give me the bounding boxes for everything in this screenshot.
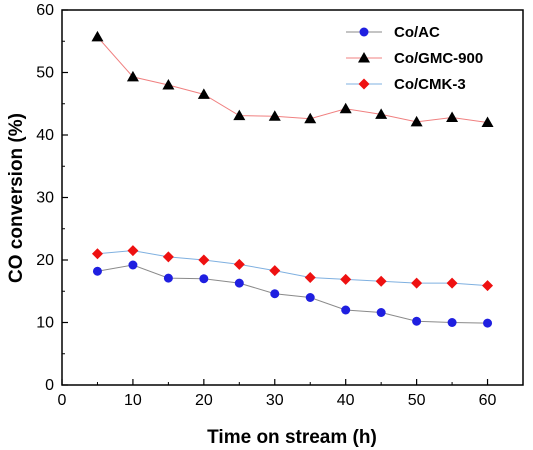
legend-label: Co/AC <box>394 24 440 41</box>
data-point <box>127 245 139 257</box>
data-point <box>234 278 244 288</box>
data-point <box>447 318 457 327</box>
data-point <box>446 111 459 122</box>
data-point <box>91 248 103 260</box>
data-point <box>91 30 104 42</box>
x-tick-label: 20 <box>195 392 213 409</box>
series-co-gmc-900 <box>91 30 494 127</box>
data-point <box>268 110 281 121</box>
x-tick-label: 40 <box>337 392 355 409</box>
series-layer <box>91 30 494 328</box>
data-point <box>163 273 173 283</box>
x-axis-label: Time on stream (h) <box>207 427 377 448</box>
data-point <box>128 260 138 270</box>
data-point <box>269 265 281 277</box>
data-point <box>162 79 175 90</box>
series-line <box>97 250 488 287</box>
data-point <box>233 109 246 121</box>
y-axis: 0 10 20 30 40 50 60 <box>36 2 68 394</box>
data-point <box>481 116 494 127</box>
legend-item: Co/AC <box>346 24 440 41</box>
series-line <box>97 264 488 324</box>
x-tick-label: 50 <box>408 392 426 409</box>
data-point <box>411 277 423 289</box>
legend-item: Co/CMK-3 <box>346 76 466 93</box>
data-point <box>482 280 494 292</box>
y-tick-label: 50 <box>36 65 54 82</box>
data-point <box>412 316 422 326</box>
series-co-ac <box>92 260 493 328</box>
data-point <box>305 293 315 302</box>
data-point <box>340 273 352 285</box>
data-point <box>376 308 386 317</box>
legend-marker <box>358 78 370 90</box>
y-tick-label: 10 <box>36 315 54 332</box>
y-tick-label: 20 <box>36 252 54 269</box>
data-point <box>162 251 174 263</box>
data-point <box>375 275 387 287</box>
data-point <box>199 274 209 284</box>
legend-label: Co/GMC-900 <box>394 50 483 67</box>
data-point <box>341 305 351 315</box>
data-point <box>304 112 317 124</box>
y-tick-label: 60 <box>36 2 54 19</box>
y-tick-label: 30 <box>36 190 54 207</box>
data-point <box>446 277 458 289</box>
x-tick-label: 30 <box>266 392 284 409</box>
data-point <box>304 272 316 283</box>
y-tick-label: 0 <box>45 377 54 394</box>
legend-marker <box>359 27 369 37</box>
data-point <box>197 88 210 99</box>
x-axis: 0 10 20 30 40 50 60 <box>58 379 497 409</box>
x-tick-label: 60 <box>479 392 497 409</box>
y-tick-label: 40 <box>36 127 54 144</box>
legend-marker <box>358 52 370 63</box>
legend-item: Co/GMC-900 <box>346 50 483 67</box>
data-point <box>483 318 493 328</box>
legend: Co/AC Co/GMC-900 Co/CMK-3 <box>346 24 483 93</box>
legend-label: Co/CMK-3 <box>394 76 466 93</box>
x-tick-label: 0 <box>58 392 67 409</box>
data-point <box>270 289 280 299</box>
series-co-cmk-3 <box>91 245 494 292</box>
y-axis-label: CO conversion (%) <box>6 113 27 283</box>
x-tick-label: 10 <box>124 392 142 409</box>
data-point <box>375 108 388 119</box>
data-point <box>198 254 210 266</box>
data-point <box>410 115 423 127</box>
data-point <box>233 258 245 270</box>
data-point <box>92 266 102 276</box>
data-point <box>126 70 139 82</box>
data-point <box>339 102 352 114</box>
series-line <box>97 36 488 123</box>
